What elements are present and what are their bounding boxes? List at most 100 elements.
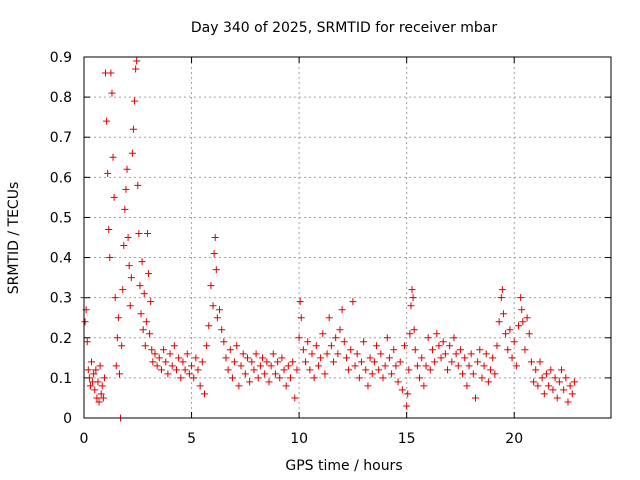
data-point (286, 374, 294, 382)
data-point (498, 286, 506, 294)
data-point (261, 370, 269, 378)
data-point (222, 354, 230, 362)
data-point (185, 370, 193, 378)
data-point (218, 326, 226, 334)
data-point (118, 342, 126, 350)
data-point (213, 314, 221, 322)
data-point (220, 338, 228, 346)
x-tick-label: 0 (80, 431, 89, 447)
data-point (179, 358, 187, 366)
data-point (147, 298, 155, 306)
data-point (459, 370, 467, 378)
data-point (403, 402, 411, 410)
data-point (375, 366, 383, 374)
data-point (183, 350, 191, 358)
data-point (463, 382, 471, 390)
data-point (104, 169, 112, 177)
data-point (527, 358, 535, 366)
data-point (157, 366, 165, 374)
y-axis-label: SRMTID / TECUs (6, 182, 22, 295)
data-point (127, 274, 135, 282)
data-point (216, 306, 224, 314)
data-point (450, 334, 458, 342)
data-point (188, 362, 196, 370)
data-point (370, 358, 378, 366)
data-point (107, 69, 115, 77)
data-point (256, 362, 264, 370)
data-point (94, 378, 102, 386)
data-point (137, 310, 145, 318)
data-point (484, 378, 492, 386)
data-point (92, 366, 100, 374)
data-point (515, 322, 523, 330)
data-point (99, 394, 107, 402)
data-point (306, 366, 314, 374)
data-point (96, 362, 104, 370)
data-point (278, 354, 286, 362)
y-tick-label: 0.8 (50, 90, 72, 106)
data-point (407, 302, 415, 310)
data-point (168, 362, 176, 370)
data-point (319, 330, 327, 338)
data-point (530, 378, 538, 386)
x-axis-label: GPS time / hours (285, 458, 402, 474)
data-point (115, 370, 123, 378)
data-point (259, 354, 267, 362)
data-point (379, 374, 387, 382)
data-point (555, 378, 563, 386)
data-point (517, 294, 525, 302)
data-point (160, 346, 168, 354)
data-point (192, 354, 200, 362)
data-point (534, 382, 542, 390)
data-point (141, 342, 149, 350)
data-point (90, 370, 98, 378)
data-point (504, 346, 512, 354)
data-point (564, 398, 572, 406)
data-point (549, 386, 557, 394)
data-points (80, 57, 578, 422)
data-point (332, 334, 340, 342)
data-point (408, 286, 416, 294)
data-point (146, 330, 154, 338)
data-point (394, 378, 402, 386)
data-point (493, 342, 501, 350)
data-point (310, 374, 318, 382)
data-point (349, 298, 357, 306)
data-point (383, 334, 391, 342)
data-point (444, 366, 452, 374)
data-point (293, 366, 301, 374)
data-point (456, 346, 464, 354)
data-point (132, 65, 140, 73)
data-point (212, 266, 220, 274)
data-point (478, 374, 486, 382)
data-point (196, 382, 204, 390)
x-tick-label: 5 (187, 431, 196, 447)
data-point (139, 326, 147, 334)
data-point (103, 117, 111, 125)
data-point (416, 374, 424, 382)
data-point (336, 326, 344, 334)
data-point (140, 290, 148, 298)
data-point (314, 362, 322, 370)
y-tick-label: 0.5 (50, 210, 72, 226)
data-point (521, 346, 529, 354)
data-point (345, 366, 353, 374)
data-point (448, 358, 456, 366)
data-point (246, 378, 254, 386)
data-point (446, 342, 454, 350)
data-point (542, 370, 550, 378)
data-point (404, 390, 412, 398)
data-point (151, 350, 159, 358)
data-point (566, 382, 574, 390)
data-point (297, 314, 305, 322)
data-point (211, 234, 219, 241)
data-point (461, 354, 469, 362)
data-point (508, 354, 516, 362)
data-point (128, 149, 136, 157)
data-point (111, 294, 119, 302)
data-point (126, 302, 134, 310)
data-point (431, 358, 439, 366)
data-point (153, 362, 161, 370)
data-point (194, 366, 202, 374)
y-tick-label: 0.6 (50, 170, 72, 186)
